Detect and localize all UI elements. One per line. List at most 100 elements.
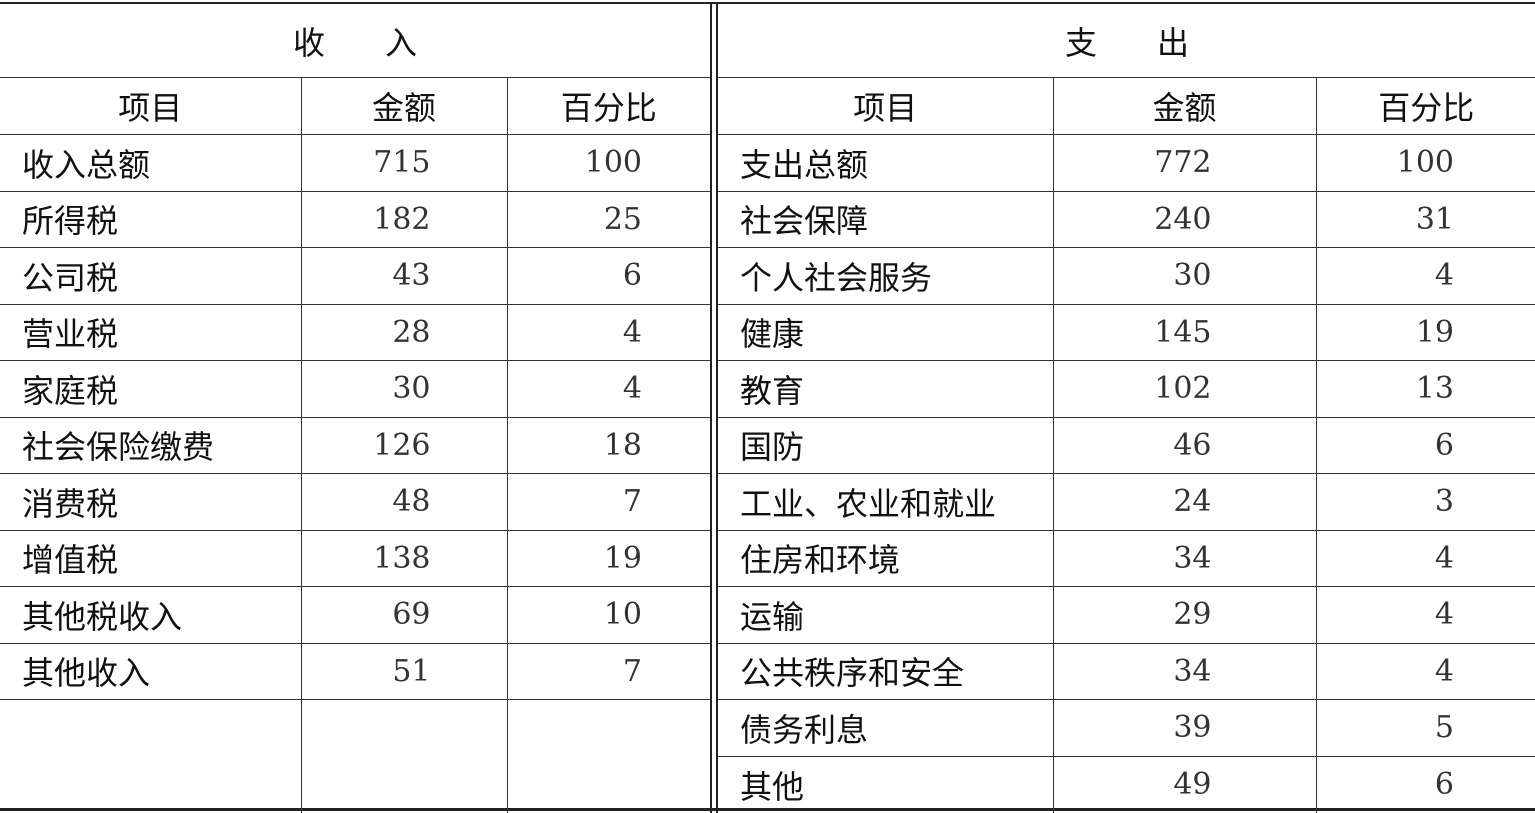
expenditure-percent-cell: 13 [1315, 360, 1535, 418]
empty-cell [300, 699, 508, 813]
income-amount-cell: 51 [300, 642, 508, 700]
income-percent-cell: 6 [506, 247, 711, 305]
expenditure-item-cell: 其他 [717, 755, 1054, 813]
expenditure-amount-cell: 46 [1052, 416, 1317, 474]
expenditure-percent-cell: 3 [1315, 473, 1535, 531]
income-item-cell: 收入总额 [0, 134, 302, 192]
income-percent-cell: 100 [506, 134, 711, 192]
expenditure-row: 运输 29 4 [717, 586, 1535, 644]
income-title: 收入 [0, 4, 711, 78]
expenditure-amount-cell: 29 [1052, 586, 1317, 644]
income-item-cell: 所得税 [0, 190, 302, 248]
income-item-cell: 其他税收入 [0, 586, 302, 644]
expenditure-item-cell: 工业、农业和就业 [717, 473, 1054, 531]
income-row: 社会保险缴费 126 18 [0, 416, 711, 474]
expenditure-percent-cell: 100 [1315, 134, 1535, 192]
income-percent-cell: 7 [506, 642, 711, 700]
income-row: 其他税收入 69 10 [0, 586, 711, 644]
income-row: 所得税 182 25 [0, 190, 711, 248]
expenditure-percent-cell: 31 [1315, 190, 1535, 248]
income-percent-cell: 10 [506, 586, 711, 644]
expenditure-table: 支出 项目 金额 百分比 支出总额 772 100 社会保障 240 31 个人社会服务 30… [716, 4, 1535, 813]
expenditure-item-cell: 教育 [717, 360, 1054, 418]
expenditure-item-cell: 个人社会服务 [717, 247, 1054, 305]
expenditure-item-cell: 运输 [717, 586, 1054, 644]
expenditure-header-amount: 金额 [1052, 77, 1317, 135]
expenditure-row: 国防 46 6 [717, 416, 1535, 474]
income-row: 收入总额 715 100 [0, 134, 711, 192]
income-percent-cell: 19 [506, 529, 711, 587]
income-item-cell: 家庭税 [0, 360, 302, 418]
income-item-cell: 营业税 [0, 303, 302, 361]
expenditure-item-cell: 社会保障 [717, 190, 1054, 248]
expenditure-row: 债务利息 39 5 [717, 699, 1535, 757]
expenditure-percent-cell: 6 [1315, 416, 1535, 474]
income-row: 公司税 43 6 [0, 247, 711, 305]
income-item-cell: 其他收入 [0, 642, 302, 700]
expenditure-percent-cell: 4 [1315, 529, 1535, 587]
income-percent-cell: 4 [506, 360, 711, 418]
empty-cell [506, 699, 711, 813]
expenditure-row: 支出总额 772 100 [717, 134, 1535, 192]
expenditure-percent-cell: 4 [1315, 642, 1535, 700]
income-item-cell: 公司税 [0, 247, 302, 305]
income-amount-cell: 69 [300, 586, 508, 644]
income-amount-cell: 43 [300, 247, 508, 305]
expenditure-percent-cell: 4 [1315, 247, 1535, 305]
expenditure-percent-cell: 5 [1315, 699, 1535, 757]
expenditure-item-cell: 国防 [717, 416, 1054, 474]
income-percent-cell: 7 [506, 473, 711, 531]
expenditure-amount-cell: 772 [1052, 134, 1317, 192]
income-percent-cell: 18 [506, 416, 711, 474]
income-amount-cell: 30 [300, 360, 508, 418]
income-row: 其他收入 51 7 [0, 642, 711, 700]
income-header-percent: 百分比 [506, 77, 711, 135]
expenditure-percent-cell: 4 [1315, 586, 1535, 644]
income-amount-cell: 715 [300, 134, 508, 192]
expenditure-amount-cell: 24 [1052, 473, 1317, 531]
income-item-cell: 消费税 [0, 473, 302, 531]
income-amount-cell: 28 [300, 303, 508, 361]
expenditure-item-cell: 公共秩序和安全 [717, 642, 1054, 700]
income-amount-cell: 126 [300, 416, 508, 474]
expenditure-row: 工业、农业和就业 24 3 [717, 473, 1535, 531]
expenditure-row: 社会保障 240 31 [717, 190, 1535, 248]
expenditure-percent-cell: 6 [1315, 755, 1535, 813]
income-header-amount: 金额 [300, 77, 508, 135]
income-row: 家庭税 30 4 [0, 360, 711, 418]
income-amount-cell: 48 [300, 473, 508, 531]
expenditure-amount-cell: 39 [1052, 699, 1317, 757]
expenditure-amount-cell: 34 [1052, 529, 1317, 587]
income-item-cell: 增值税 [0, 529, 302, 587]
income-percent-cell: 25 [506, 190, 711, 248]
expenditure-header-item: 项目 [717, 77, 1054, 135]
income-item-cell: 社会保险缴费 [0, 416, 302, 474]
expenditure-row: 健康 145 19 [717, 303, 1535, 361]
income-header-item: 项目 [0, 77, 302, 135]
income-table: 收入 项目 金额 百分比 收入总额 715 100 所得税 182 25 公司税 43 6 营业税… [0, 4, 712, 813]
expenditure-amount-cell: 145 [1052, 303, 1317, 361]
income-amount-cell: 182 [300, 190, 508, 248]
income-row: 营业税 28 4 [0, 303, 711, 361]
income-amount-cell: 138 [300, 529, 508, 587]
expenditure-amount-cell: 102 [1052, 360, 1317, 418]
expenditure-row: 其他 49 6 [717, 755, 1535, 813]
expenditure-row: 公共秩序和安全 34 4 [717, 642, 1535, 700]
expenditure-item-cell: 健康 [717, 303, 1054, 361]
expenditure-item-cell: 支出总额 [717, 134, 1054, 192]
income-row: 消费税 48 7 [0, 473, 711, 531]
income-row: 增值税 138 19 [0, 529, 711, 587]
income-percent-cell: 4 [506, 303, 711, 361]
expenditure-title: 支出 [717, 4, 1535, 78]
expenditure-row: 教育 102 13 [717, 360, 1535, 418]
empty-cell [0, 699, 302, 813]
expenditure-amount-cell: 49 [1052, 755, 1317, 813]
expenditure-amount-cell: 34 [1052, 642, 1317, 700]
expenditure-header-percent: 百分比 [1315, 77, 1535, 135]
expenditure-item-cell: 住房和环境 [717, 529, 1054, 587]
expenditure-amount-cell: 240 [1052, 190, 1317, 248]
expenditure-item-cell: 债务利息 [717, 699, 1054, 757]
income-empty-row [0, 699, 711, 813]
expenditure-percent-cell: 19 [1315, 303, 1535, 361]
